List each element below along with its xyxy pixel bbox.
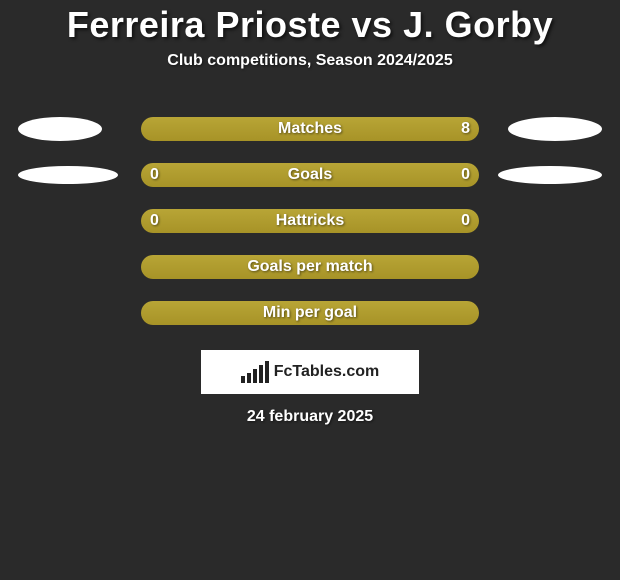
stat-bar: Hattricks <box>141 209 479 233</box>
ellipse-right <box>508 117 602 141</box>
subtitle: Club competitions, Season 2024/2025 <box>0 52 620 70</box>
ellipse-left <box>18 166 118 184</box>
stat-value-left: 0 <box>150 212 159 230</box>
stat-label: Hattricks <box>276 212 344 230</box>
stat-row: Hattricks 0 0 <box>0 198 620 244</box>
stat-value-right: 0 <box>461 212 470 230</box>
vs-text: vs <box>352 4 393 45</box>
player-a-name: Ferreira Prioste <box>67 4 341 45</box>
stat-bar: Goals <box>141 163 479 187</box>
stat-bar: Matches <box>141 117 479 141</box>
stat-value-right: 0 <box>461 166 470 184</box>
stat-bar: Goals per match <box>141 255 479 279</box>
stat-label: Matches <box>278 120 342 138</box>
stat-value-right: 8 <box>461 120 470 138</box>
stat-row: Matches 8 <box>0 106 620 152</box>
source-badge: FcTables.com <box>201 350 419 394</box>
stat-label: Min per goal <box>263 304 357 322</box>
badge-text: FcTables.com <box>274 363 380 381</box>
stat-row: Min per goal <box>0 290 620 336</box>
stat-row: Goals 0 0 <box>0 152 620 198</box>
comparison-title: Ferreira Prioste vs J. Gorby <box>0 4 620 46</box>
player-b-name: J. Gorby <box>403 4 553 45</box>
stat-bar: Min per goal <box>141 301 479 325</box>
stat-label: Goals <box>288 166 332 184</box>
stat-value-left: 0 <box>150 166 159 184</box>
footer-date: 24 february 2025 <box>0 408 620 426</box>
ellipse-right <box>498 166 602 184</box>
stats-rows: Matches 8 Goals 0 0 Hattricks 0 0 Goals per matc… <box>0 106 620 336</box>
stat-label: Goals per match <box>247 258 372 276</box>
bars-icon <box>241 361 269 383</box>
ellipse-left <box>18 117 102 141</box>
stat-row: Goals per match <box>0 244 620 290</box>
